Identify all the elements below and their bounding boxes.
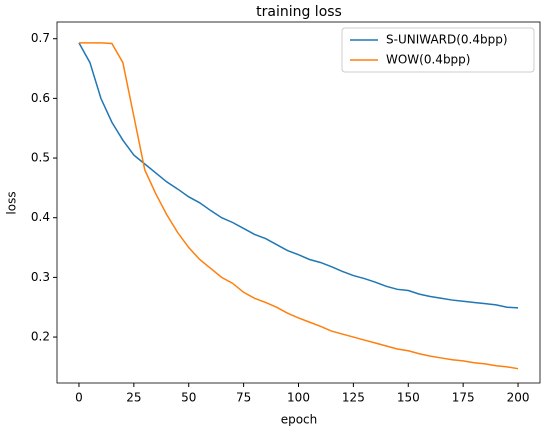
x-tick-label: 0 (75, 391, 83, 405)
x-tick-label: 200 (507, 391, 530, 405)
x-tick-label: 50 (181, 391, 196, 405)
y-tick-label: 0.7 (31, 31, 50, 45)
x-tick-label: 175 (452, 391, 475, 405)
y-tick-label: 0.3 (31, 270, 50, 284)
legend-box (341, 27, 535, 73)
line-series (78, 42, 519, 309)
y-axis-label: loss (5, 191, 19, 214)
x-tick-label: 150 (397, 391, 420, 405)
y-tick-label: 0.5 (31, 151, 50, 165)
x-axis-label: epoch (281, 413, 318, 427)
plot-frame (56, 21, 541, 384)
x-tick-label: 125 (342, 391, 365, 405)
y-tick-label: 0.6 (31, 91, 50, 105)
x-tick-label: 75 (236, 391, 251, 405)
y-tick-label: 0.2 (31, 330, 50, 344)
chart-title: training loss (256, 4, 342, 20)
y-tick-label: 0.4 (31, 210, 50, 224)
legend-label: S-UNIWARD(0.4bpp) (386, 33, 508, 47)
legend-label: WOW(0.4bpp) (386, 53, 470, 67)
x-tick-label: 100 (287, 391, 310, 405)
x-tick-label: 25 (126, 391, 141, 405)
line-series (78, 42, 519, 370)
